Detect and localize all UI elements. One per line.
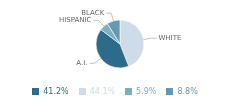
svg-text:HISPANIC: HISPANIC bbox=[59, 16, 92, 24]
svg-text:WHITE: WHITE bbox=[158, 34, 181, 42]
html-text:41.2%: 41.2% bbox=[43, 87, 69, 96]
html-text:5.9%: 5.9% bbox=[136, 87, 157, 96]
html-text:8.8%: 8.8% bbox=[177, 87, 198, 96]
html-text:44.1%: 44.1% bbox=[89, 87, 116, 96]
svg-text:A.I.: A.I. bbox=[76, 59, 87, 67]
svg-text:BLACK: BLACK bbox=[81, 9, 104, 17]
